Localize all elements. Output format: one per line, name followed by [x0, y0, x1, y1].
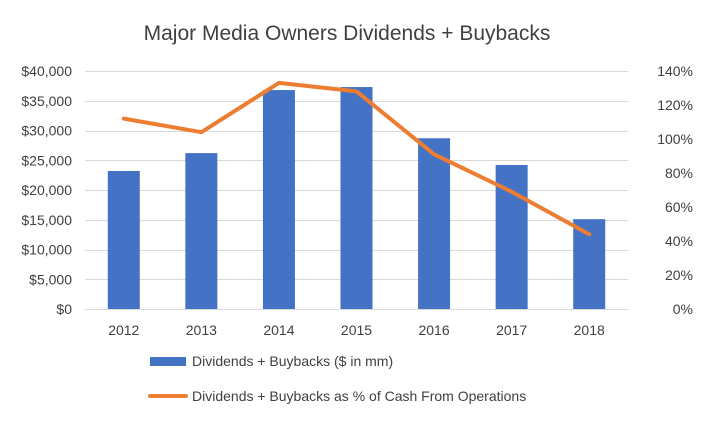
chart-title: Major Media Owners Dividends + Buybacks	[144, 22, 551, 45]
bar	[185, 153, 218, 309]
left-axis-tick-label: $0	[56, 301, 72, 317]
left-axis-ticks: $0 $5,000 $10,000 $15,000 $20,000 $25,000 $30,…	[21, 63, 72, 317]
left-axis-tick-label: $25,000	[21, 152, 72, 168]
bar	[495, 165, 528, 309]
legend-label-line: Dividends + Buybacks as % of Cash From O…	[192, 388, 526, 404]
bar-series	[107, 87, 606, 309]
right-axis-tick-label: 60%	[665, 199, 693, 215]
left-axis-tick-label: $40,000	[21, 63, 72, 79]
x-axis-tick-label: 2018	[574, 322, 605, 338]
left-axis-tick-label: $30,000	[21, 123, 72, 139]
x-axis-tick-label: 2013	[186, 322, 217, 338]
left-axis-tick-label: $10,000	[21, 242, 72, 258]
bar	[418, 138, 451, 309]
x-axis-tick-label: 2017	[496, 322, 527, 338]
legend-swatch-bar	[150, 357, 186, 366]
right-axis-tick-label: 120%	[657, 97, 693, 113]
x-axis-tick-label: 2012	[108, 322, 139, 338]
line-series	[121, 80, 592, 237]
right-axis-tick-label: 20%	[665, 267, 693, 283]
right-axis-tick-label: 140%	[657, 63, 693, 79]
x-axis-tick-label: 2014	[263, 322, 294, 338]
right-axis-tick-label: 0%	[673, 301, 693, 317]
right-axis-tick-label: 100%	[657, 131, 693, 147]
legend-label-bar: Dividends + Buybacks ($ in mm)	[192, 353, 393, 369]
right-axis-ticks: 0% 20% 40% 60% 80% 100% 120% 140%	[657, 63, 693, 317]
left-axis-tick-label: $35,000	[21, 93, 72, 109]
bar	[340, 87, 373, 309]
bar	[262, 90, 295, 309]
legend: Dividends + Buybacks ($ in mm) Dividends…	[148, 353, 526, 404]
x-axis-tick-label: 2015	[341, 322, 372, 338]
line-series-path	[121, 80, 592, 237]
x-axis-tick-label: 2016	[418, 322, 449, 338]
left-axis-tick-label: $5,000	[29, 271, 72, 287]
left-axis-tick-label: $20,000	[21, 182, 72, 198]
left-axis-tick-label: $15,000	[21, 212, 72, 228]
bar	[107, 170, 140, 309]
right-axis-tick-label: 40%	[665, 233, 693, 249]
x-axis-ticks: 2012 2013 2014 2015 2016 2017 2018	[108, 322, 605, 338]
right-axis-tick-label: 80%	[665, 165, 693, 181]
